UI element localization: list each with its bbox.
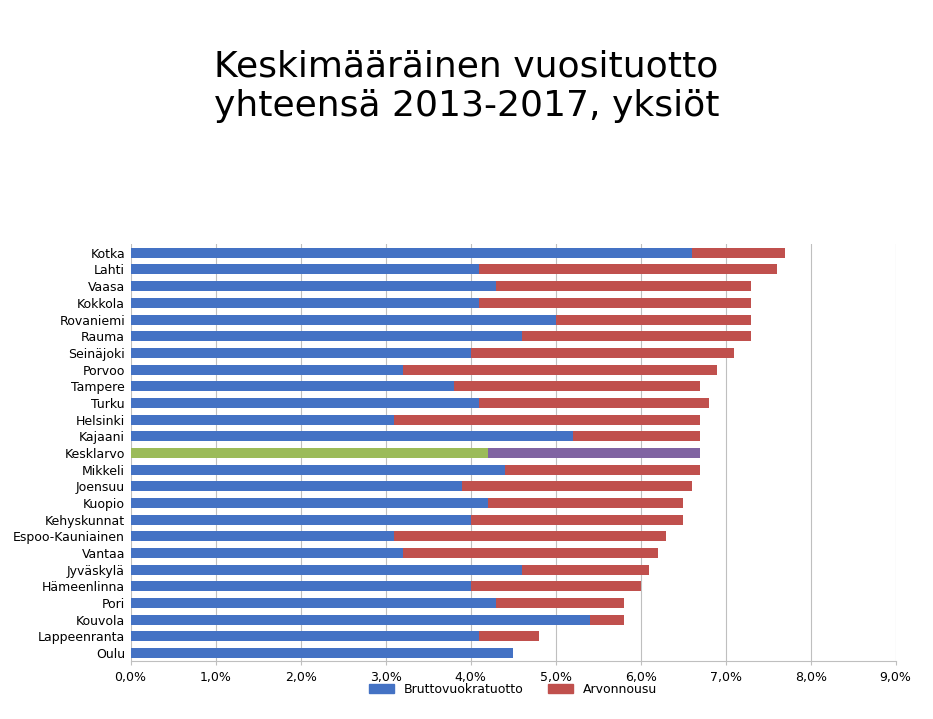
- Bar: [131, 381, 453, 391]
- Bar: [131, 265, 480, 275]
- Bar: [131, 548, 403, 558]
- Bar: [394, 531, 666, 541]
- Bar: [131, 648, 513, 658]
- Bar: [131, 598, 496, 608]
- Bar: [131, 331, 522, 342]
- Bar: [131, 464, 505, 475]
- Bar: [131, 498, 488, 508]
- Bar: [403, 365, 717, 375]
- Bar: [470, 515, 683, 525]
- Bar: [590, 615, 623, 625]
- Bar: [131, 398, 480, 408]
- Bar: [480, 631, 538, 641]
- Bar: [480, 298, 751, 308]
- Bar: [131, 631, 480, 641]
- Bar: [131, 314, 556, 324]
- Bar: [496, 281, 751, 291]
- Bar: [131, 431, 573, 441]
- Bar: [488, 448, 700, 458]
- Bar: [131, 564, 522, 574]
- Bar: [556, 314, 751, 324]
- Bar: [403, 548, 658, 558]
- Bar: [573, 431, 700, 441]
- Bar: [131, 348, 470, 358]
- Bar: [131, 281, 496, 291]
- Bar: [480, 265, 776, 275]
- Bar: [131, 365, 403, 375]
- Bar: [131, 248, 691, 258]
- Bar: [131, 415, 394, 425]
- Bar: [131, 515, 470, 525]
- Bar: [480, 398, 709, 408]
- Bar: [453, 381, 700, 391]
- Bar: [470, 348, 734, 358]
- Bar: [131, 582, 470, 592]
- Bar: [470, 582, 641, 592]
- Bar: [131, 298, 480, 308]
- Bar: [496, 598, 623, 608]
- Bar: [131, 448, 488, 458]
- Bar: [394, 415, 700, 425]
- Bar: [488, 498, 683, 508]
- Bar: [522, 331, 751, 342]
- Bar: [131, 615, 590, 625]
- Bar: [462, 481, 691, 491]
- Bar: [522, 564, 649, 574]
- Bar: [691, 248, 786, 258]
- Bar: [131, 531, 394, 541]
- Text: Keskimääräinen vuosituotto
yhteensä 2013-2017, yksiöt: Keskimääräinen vuosituotto yhteensä 2013…: [214, 50, 719, 123]
- Bar: [131, 481, 462, 491]
- Legend: Bruttovuokratuotto, Arvonnousu: Bruttovuokratuotto, Arvonnousu: [364, 678, 662, 701]
- Bar: [505, 464, 700, 475]
